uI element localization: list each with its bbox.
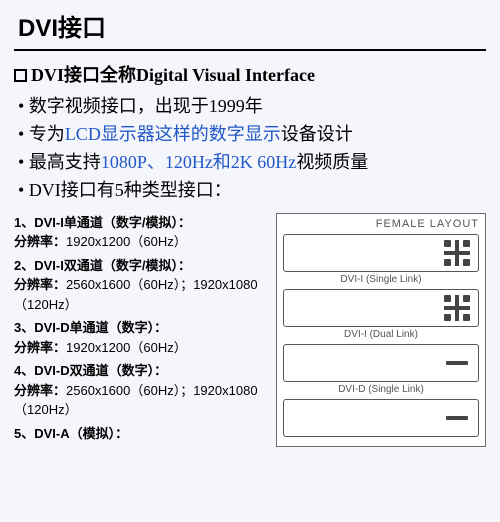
type-resolution: 分辨率：2560x1600（60Hz）；1920x1080（120Hz） [14, 275, 270, 314]
connector: DVI-D (Single Link) [283, 344, 479, 395]
type-resolution: 分辨率：1920x1200（60Hz） [14, 232, 270, 252]
header-rule [14, 49, 486, 51]
type-title: 1、DVI-I单通道（数字/模拟）： [14, 213, 270, 233]
res-label: 分辨率： [14, 383, 66, 398]
type-title: 3、DVI-D单通道（数字）： [14, 318, 270, 338]
bullet-item: 最高支持1080P、120Hz和2K 60Hz视频质量 [18, 149, 486, 177]
page-title: DVI接口 [18, 8, 500, 43]
connector-caption: DVI-I (Single Link) [283, 274, 479, 285]
subtitle-english: Digital Visual Interface [136, 65, 315, 85]
type-title: 5、DVI-A（模拟）： [14, 424, 270, 444]
bullet-text: 视频质量 [296, 152, 368, 172]
bullet-text: 专为 [29, 124, 65, 144]
bullet-text: 数字视频接口，出现于1999年 [29, 96, 263, 116]
connector: DVI-D (Dual Link) [283, 399, 479, 437]
type-block: 3、DVI-D单通道（数字）：分辨率：1920x1200（60Hz） [14, 318, 270, 357]
lower-section: 1、DVI-I单通道（数字/模拟）：分辨率：1920x1200（60Hz）2、D… [14, 213, 486, 448]
connector-shell [283, 344, 479, 382]
res-value: 1920x1200（60Hz） [66, 234, 187, 249]
bullet-list: 数字视频接口，出现于1999年专为LCD显示器这样的数字显示设备设计最高支持10… [18, 93, 486, 205]
res-label: 分辨率： [14, 277, 66, 292]
bullet-text: 设备设计 [281, 124, 353, 144]
type-list: 1、DVI-I单通道（数字/模拟）：分辨率：1920x1200（60Hz）2、D… [14, 213, 270, 448]
connector-caption: DVI-D (Single Link) [283, 384, 479, 395]
page-header: DVI接口 [0, 0, 500, 47]
connector: DVI-I (Single Link) [283, 234, 479, 285]
connector: DVI-I (Dual Link) [283, 289, 479, 340]
type-resolution: 分辨率：2560x1600（60Hz）；1920x1080（120Hz） [14, 381, 270, 420]
content: DVI接口全称Digital Visual Interface 数字视频接口，出… [0, 61, 500, 447]
connector-diagram: FEMALE LAYOUT DVI-I (Single Link)DVI-I (… [276, 213, 486, 448]
bullet-text: 最高支持 [29, 152, 101, 172]
connector-shell [283, 399, 479, 437]
connector-shell [283, 234, 479, 272]
res-value: 1920x1200（60Hz） [66, 340, 187, 355]
res-label: 分辨率： [14, 340, 66, 355]
subtitle: DVI接口全称Digital Visual Interface [14, 61, 486, 87]
type-block: 2、DVI-I双通道（数字/模拟）：分辨率：2560x1600（60Hz）；19… [14, 256, 270, 315]
bullet-item: 专为LCD显示器这样的数字显示设备设计 [18, 121, 486, 149]
connector-list: DVI-I (Single Link) DVI-I (Dual Link) DVI-… [283, 234, 479, 437]
bullet-item: 数字视频接口，出现于1999年 [18, 93, 486, 121]
type-block: 5、DVI-A（模拟）： [14, 424, 270, 444]
bullet-highlight: 1080P、120Hz和2K 60Hz [101, 152, 297, 172]
type-title: 2、DVI-I双通道（数字/模拟）： [14, 256, 270, 276]
type-block: 1、DVI-I单通道（数字/模拟）：分辨率：1920x1200（60Hz） [14, 213, 270, 252]
connector-shell [283, 289, 479, 327]
diagram-title: FEMALE LAYOUT [283, 218, 479, 230]
type-block: 4、DVI-D双通道（数字）：分辨率：2560x1600（60Hz）；1920x… [14, 361, 270, 420]
bullet-text: DVI接口有5种类型接口： [29, 180, 232, 200]
bullet-item: DVI接口有5种类型接口： [18, 177, 486, 205]
connector-caption: DVI-I (Dual Link) [283, 329, 479, 340]
square-bullet-icon [14, 69, 27, 82]
bullet-highlight: LCD显示器这样的数字显示 [65, 124, 281, 144]
res-label: 分辨率： [14, 234, 66, 249]
type-title: 4、DVI-D双通道（数字）： [14, 361, 270, 381]
type-resolution: 分辨率：1920x1200（60Hz） [14, 338, 270, 358]
subtitle-prefix: DVI接口全称 [31, 65, 136, 85]
